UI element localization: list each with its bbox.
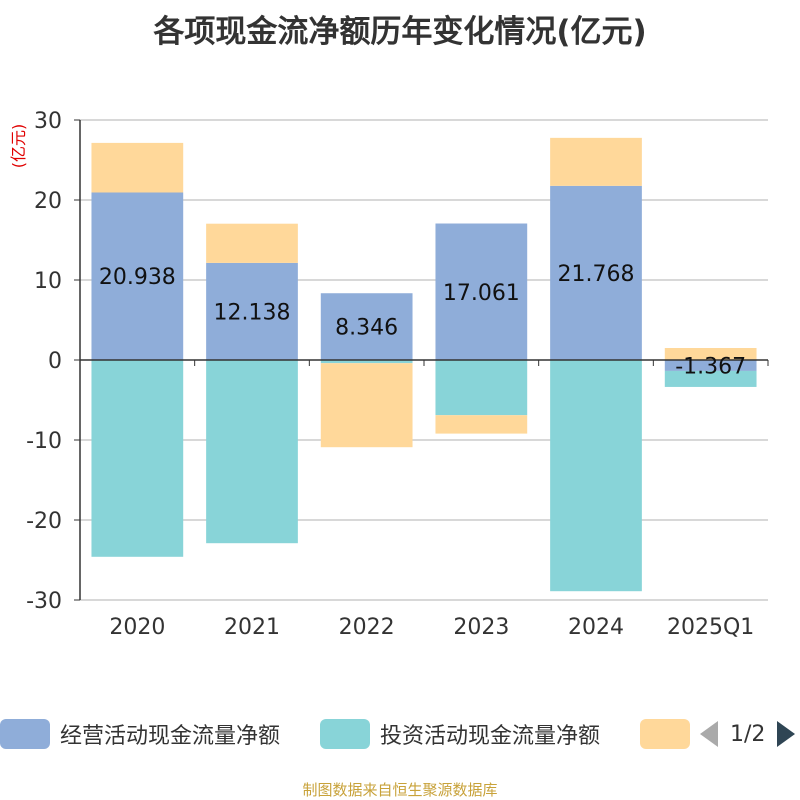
bar-2023-series-2[interactable]: [435, 415, 528, 434]
pager-next-icon[interactable]: [777, 721, 796, 747]
x-tick-label-2025Q1: 2025Q1: [667, 615, 754, 640]
data-label-2024: 21.768: [558, 262, 635, 287]
grid-lines: [80, 119, 768, 601]
legend-item-operating[interactable]: 经营活动现金流量净额: [0, 716, 280, 752]
data-labels: 20.938 12.138 8.346 17.061 21.768 -1.367: [99, 262, 746, 380]
data-label-2023: 17.061: [443, 281, 520, 306]
bar-2021-series-0[interactable]: [206, 262, 298, 360]
y-axis-unit: (亿元): [9, 124, 28, 169]
bar-2020-series-2[interactable]: [91, 142, 184, 193]
legend-label-operating: 经营活动现金流量净额: [60, 724, 281, 749]
bar-2023-series-0[interactable]: [435, 223, 528, 360]
bars: [91, 137, 757, 592]
legend-item-financing[interactable]: [640, 716, 690, 752]
bar-2022-series-0[interactable]: [320, 293, 413, 360]
y-tick-label: 0: [48, 349, 62, 374]
legend-pager: 1/2: [700, 716, 796, 752]
y-tick-label: -10: [26, 429, 62, 454]
legend: 经营活动现金流量净额 投资活动现金流量净额 1/2: [0, 716, 800, 756]
bar-2023-series-1[interactable]: [435, 360, 528, 416]
bar-2021-series-2[interactable]: [206, 223, 298, 263]
data-label-2022: 8.346: [335, 316, 398, 341]
bar-2020-series-1[interactable]: [91, 360, 184, 557]
pager-prev-icon[interactable]: [700, 721, 718, 747]
legend-label-investing: 投资活动现金流量净额: [380, 724, 601, 749]
bar-2024-series-1[interactable]: [550, 360, 642, 592]
y-tick-label: -20: [26, 509, 62, 534]
pager-text: 1/2: [730, 721, 766, 747]
bar-2025Q1-series-1[interactable]: [664, 370, 757, 387]
chart-title: 各项现金流净额历年变化情况(亿元): [153, 14, 647, 50]
legend-item-investing[interactable]: 投资活动现金流量净额: [320, 716, 600, 752]
bar-2022-series-1[interactable]: [320, 360, 413, 364]
x-tick-label-2020: 2020: [109, 615, 165, 640]
bar-2021-series-1[interactable]: [206, 360, 298, 544]
legend-swatch-investing: [320, 719, 370, 749]
bar-2022-series-2[interactable]: [320, 363, 413, 448]
data-label-2021: 12.138: [214, 300, 291, 325]
y-tick-label: 20: [34, 189, 62, 214]
x-tick-label-2023: 2023: [453, 615, 509, 640]
bar-2025Q1-series-2[interactable]: [664, 348, 757, 360]
x-tick-label-2021: 2021: [224, 615, 280, 640]
x-tick-label-2024: 2024: [568, 615, 624, 640]
legend-swatch-operating: [0, 719, 50, 749]
data-label-2025Q1: -1.367: [675, 354, 746, 379]
axes: 30 20 10 0 -10 -20 -30 2020 2021 2022 2023 2024 2025…: [26, 109, 769, 640]
y-tick-label: 10: [34, 269, 62, 294]
bar-2025Q1-series-0[interactable]: [664, 360, 757, 371]
legend-swatch-financing: [640, 719, 690, 749]
source-footer: 制图数据来自恒生聚源数据库: [302, 781, 498, 799]
y-tick-label: 30: [34, 109, 62, 134]
data-label-2020: 20.938: [99, 265, 176, 290]
y-tick-label: -30: [26, 589, 62, 614]
x-tick-label-2022: 2022: [339, 615, 395, 640]
bar-2024-series-2[interactable]: [550, 137, 642, 186]
bar-2020-series-0[interactable]: [91, 192, 184, 360]
bar-2024-series-0[interactable]: [550, 185, 642, 360]
